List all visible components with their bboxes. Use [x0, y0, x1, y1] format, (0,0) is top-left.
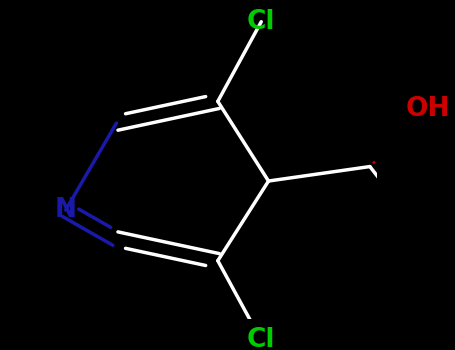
Text: OH: OH	[405, 96, 450, 121]
Text: Cl: Cl	[247, 327, 276, 350]
Text: Cl: Cl	[247, 9, 276, 35]
Text: N: N	[55, 197, 77, 223]
